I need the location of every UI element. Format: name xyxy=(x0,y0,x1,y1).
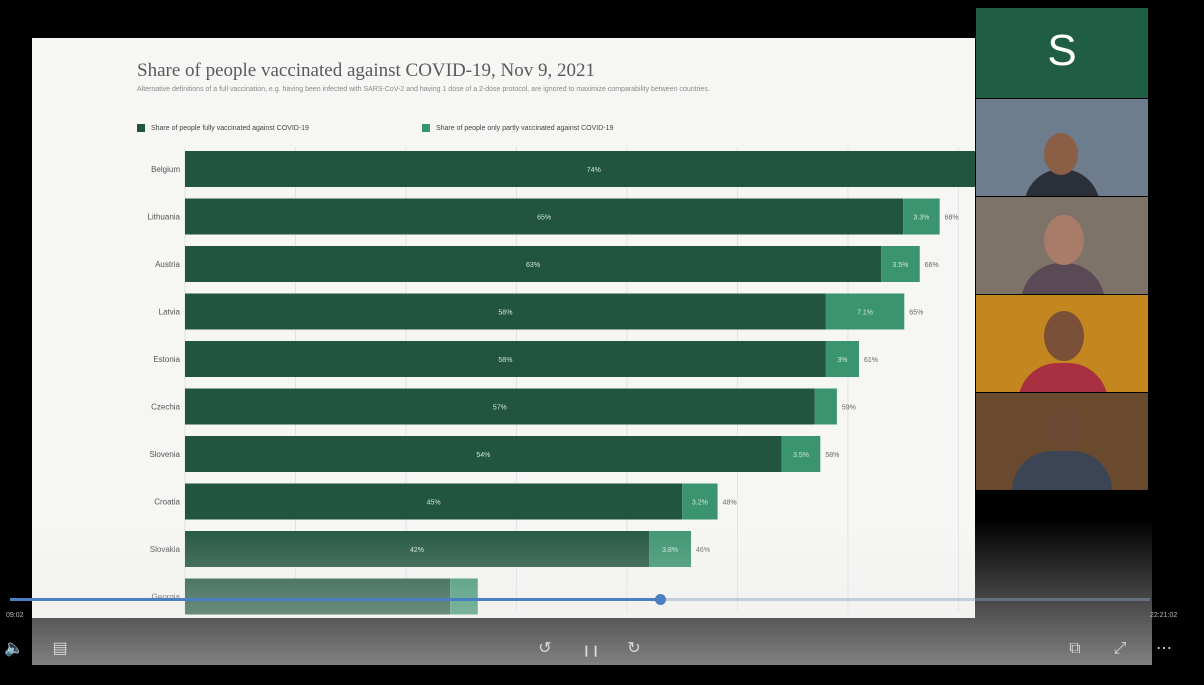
data-label-total: 66% xyxy=(925,262,939,269)
data-label-full: 63% xyxy=(526,262,540,269)
category-label: Latvia xyxy=(159,308,181,317)
pause-icon[interactable]: ❙❙ xyxy=(581,645,601,657)
bar-fully-vaccinated xyxy=(185,198,904,235)
bar-fully-vaccinated xyxy=(185,388,815,425)
data-label-partial: 3.3% xyxy=(913,215,929,222)
participant-head xyxy=(1044,215,1084,265)
legend-label-partial: Share of people only partly vaccinated a… xyxy=(435,124,614,132)
seek-bar[interactable] xyxy=(10,594,1150,605)
bar-partly-vaccinated xyxy=(903,198,940,235)
total-duration: 22:21:02 xyxy=(1150,612,1178,619)
data-label-total: 59% xyxy=(842,405,856,412)
participant-figure xyxy=(1018,363,1108,392)
category-label: Estonia xyxy=(153,355,180,364)
data-label-partial: 3.5% xyxy=(793,452,809,459)
legend-label-full: Share of people fully vaccinated against… xyxy=(150,124,309,132)
data-label-full: 58% xyxy=(498,310,512,317)
current-time: 09:02 xyxy=(6,612,24,619)
data-label-partial: 3% xyxy=(837,357,847,364)
bar-partly-vaccinated xyxy=(450,578,478,615)
data-label-total: 61% xyxy=(864,357,878,364)
data-label-full: 58% xyxy=(498,357,512,364)
bar-partly-vaccinated xyxy=(825,293,905,330)
host-avatar-tile[interactable]: S xyxy=(976,8,1148,98)
chart-title: Share of people vaccinated against COVID… xyxy=(137,60,595,81)
data-label-total: 46% xyxy=(696,547,710,554)
captions-icon[interactable]: ▤ xyxy=(52,640,68,657)
data-label-full: 45% xyxy=(427,500,441,507)
host-initial: S xyxy=(1047,26,1077,75)
bar-partly-vaccinated xyxy=(682,483,718,520)
data-label-total: 68% xyxy=(945,215,959,222)
participant-video-4[interactable] xyxy=(976,393,1148,490)
data-label-full: 54% xyxy=(476,452,490,459)
legend-item-full: Share of people fully vaccinated against… xyxy=(137,124,309,132)
participant-head xyxy=(1046,405,1082,451)
volume-icon[interactable]: 🔈 xyxy=(4,640,24,657)
data-label-partial: 3.8% xyxy=(662,547,678,554)
seek-bar-handle[interactable] xyxy=(654,594,666,605)
participant-video-1[interactable] xyxy=(976,99,1148,196)
legend-item-partial: Share of people only partly vaccinated a… xyxy=(422,124,613,132)
participant-figure xyxy=(1012,451,1112,490)
bar-partly-vaccinated xyxy=(881,246,920,282)
data-label-total: 48% xyxy=(723,500,737,507)
fullscreen-icon[interactable]: ⤢ xyxy=(1113,640,1127,657)
bar-fully-vaccinated xyxy=(185,341,826,377)
data-label-full: 65% xyxy=(537,215,551,222)
data-label-total: 58% xyxy=(825,452,839,459)
data-label-partial: 3.5% xyxy=(892,262,908,269)
bar-fully-vaccinated xyxy=(185,151,975,187)
picture-in-picture-icon[interactable]: ⧉ xyxy=(1069,640,1081,657)
bar-partly-vaccinated xyxy=(781,436,821,472)
data-label-full: 57% xyxy=(493,405,507,412)
bar-fully-vaccinated xyxy=(185,293,826,330)
category-label: Slovenia xyxy=(149,450,180,459)
seek-bar-progress xyxy=(10,598,660,601)
participant-figure xyxy=(1021,263,1105,294)
bar-partly-vaccinated xyxy=(825,341,859,377)
participant-head xyxy=(1044,311,1084,361)
forward-icon[interactable]: ↻ xyxy=(627,640,641,657)
data-label-partial: 3.2% xyxy=(692,500,708,507)
chart-subtitle: Alternative definitions of a full vaccin… xyxy=(137,86,710,93)
bar-chart: 0%10%20%30%40%50%60%70%Belgium74%Lithuan… xyxy=(148,147,975,615)
bar-fully-vaccinated xyxy=(185,578,451,615)
bar-fully-vaccinated xyxy=(185,483,683,520)
category-label: Belgium xyxy=(151,165,180,174)
rewind-icon[interactable]: ↺ xyxy=(538,640,552,657)
more-options-icon[interactable]: ⋯ xyxy=(1156,640,1172,657)
legend-swatch-full xyxy=(137,124,145,132)
bar-partly-vaccinated xyxy=(814,388,837,425)
legend-swatch-partial xyxy=(422,124,430,132)
bar-fully-vaccinated xyxy=(185,436,782,472)
bar-fully-vaccinated xyxy=(185,246,882,282)
participant-video-2[interactable] xyxy=(976,197,1148,294)
data-label-total: 65% xyxy=(909,310,923,317)
data-label-partial: 7.1% xyxy=(857,310,873,317)
category-label: Croatia xyxy=(154,498,180,507)
data-label-full: 42% xyxy=(410,547,424,554)
category-label: Czechia xyxy=(151,403,180,412)
category-label: Slovakia xyxy=(150,545,181,554)
participant-video-3[interactable] xyxy=(976,295,1148,392)
participant-head xyxy=(1044,133,1078,175)
category-label: Lithuania xyxy=(148,213,181,222)
presentation-slide: Share of people vaccinated against COVID… xyxy=(32,38,975,618)
data-label-full: 74% xyxy=(587,167,601,174)
category-label: Austria xyxy=(155,260,180,269)
